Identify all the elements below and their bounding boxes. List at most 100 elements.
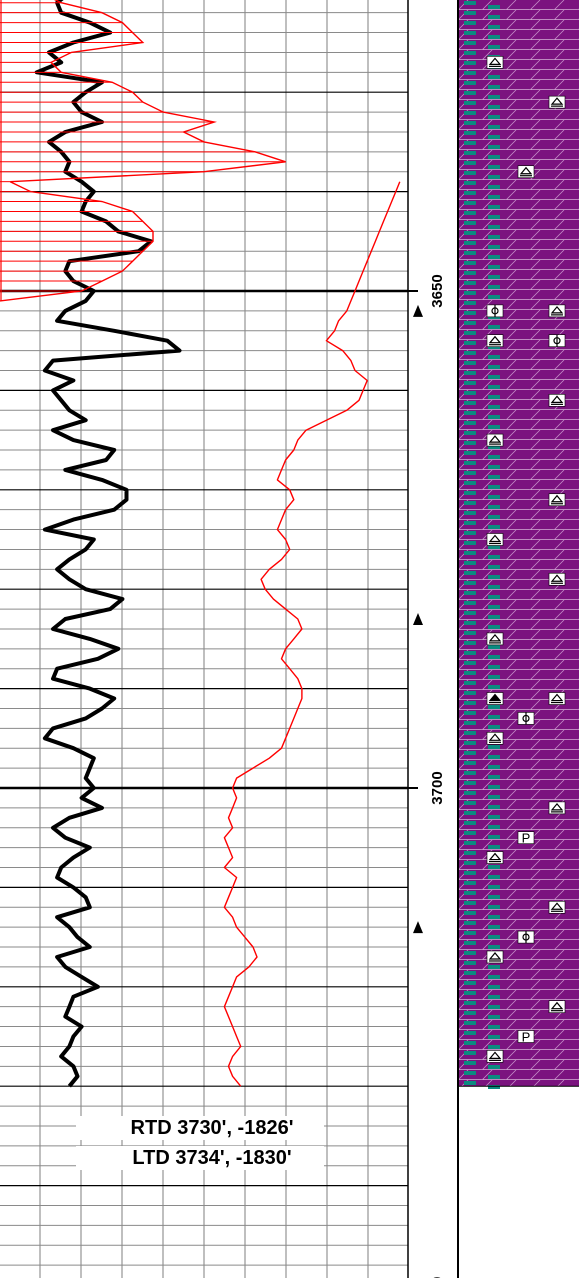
teal-stripe xyxy=(464,1031,476,1035)
teal-stripe xyxy=(464,411,476,415)
teal-stripe xyxy=(464,291,476,295)
teal-stripe xyxy=(464,501,476,505)
teal-stripe xyxy=(488,1005,500,1009)
teal-stripe xyxy=(464,521,476,525)
teal-stripe xyxy=(488,875,500,879)
teal-stripe xyxy=(464,51,476,55)
teal-stripe xyxy=(488,455,500,459)
teal-stripe xyxy=(464,801,476,805)
lithology-symbol-triangle xyxy=(486,1050,504,1063)
series-layer xyxy=(0,0,401,1088)
lithology-symbol-oil xyxy=(548,334,566,348)
teal-stripe xyxy=(464,1051,476,1055)
teal-stripe xyxy=(488,625,500,629)
lithology-symbol-triangle xyxy=(517,165,535,179)
teal-stripe xyxy=(464,731,476,735)
teal-stripe xyxy=(464,571,476,575)
teal-stripe xyxy=(464,371,476,375)
lithology-symbol-triangle xyxy=(486,334,504,348)
teal-stripe xyxy=(488,285,500,289)
td-label-bg xyxy=(76,1116,324,1140)
teal-stripe xyxy=(464,711,476,715)
teal-stripe xyxy=(464,261,476,265)
teal-stripe xyxy=(488,195,500,199)
teal-stripe xyxy=(488,605,500,609)
teal-stripe xyxy=(488,465,500,469)
teal-stripe xyxy=(488,795,500,799)
teal-stripe xyxy=(488,355,500,359)
teal-stripe xyxy=(488,445,500,449)
teal-stripe xyxy=(488,905,500,909)
teal-stripe xyxy=(488,255,500,259)
teal-stripe xyxy=(464,201,476,205)
series-line-0 xyxy=(34,0,182,1088)
teal-stripe xyxy=(488,705,500,709)
teal-stripe xyxy=(488,975,500,979)
teal-stripe xyxy=(464,771,476,775)
teal-stripe xyxy=(488,805,500,809)
teal-stripe xyxy=(464,1001,476,1005)
teal-stripe xyxy=(464,791,476,795)
teal-stripe xyxy=(464,721,476,725)
teal-stripe xyxy=(488,1065,500,1069)
teal-stripe xyxy=(464,181,476,185)
teal-stripe xyxy=(488,385,500,389)
teal-stripe xyxy=(488,555,500,559)
lithology-symbol-triangle-filled xyxy=(486,692,504,705)
teal-stripe xyxy=(464,481,476,485)
teal-stripe xyxy=(464,1071,476,1075)
teal-stripe xyxy=(488,475,500,479)
teal-stripe xyxy=(488,685,500,689)
teal-stripe xyxy=(464,511,476,515)
teal-stripe xyxy=(464,251,476,255)
lithology-symbol-triangle xyxy=(486,851,504,864)
teal-stripe xyxy=(488,45,500,49)
teal-stripe xyxy=(464,951,476,955)
teal-stripe xyxy=(488,935,500,939)
lithology-symbol-triangle xyxy=(548,900,566,914)
lithology-symbol-triangle xyxy=(548,394,566,407)
teal-stripe xyxy=(464,161,476,165)
teal-stripe xyxy=(488,35,500,39)
teal-stripe xyxy=(488,1045,500,1049)
teal-stripe xyxy=(488,145,500,149)
teal-stripe xyxy=(464,271,476,275)
teal-stripe xyxy=(464,931,476,935)
teal-stripe xyxy=(488,245,500,249)
teal-stripe xyxy=(464,111,476,115)
teal-stripe xyxy=(464,211,476,215)
teal-stripe xyxy=(488,375,500,379)
teal-stripe xyxy=(488,505,500,509)
teal-stripe xyxy=(488,165,500,169)
series-line-2 xyxy=(0,0,286,302)
teal-stripe xyxy=(488,785,500,789)
lithology-symbol-P: P xyxy=(517,1030,535,1045)
teal-stripe xyxy=(488,825,500,829)
teal-stripe xyxy=(464,491,476,495)
teal-stripe xyxy=(488,565,500,569)
rtd-label: RTD 3730', -1826' xyxy=(130,1117,294,1139)
teal-stripe xyxy=(488,545,500,549)
teal-stripe xyxy=(488,925,500,929)
teal-stripe xyxy=(488,675,500,679)
teal-stripe xyxy=(464,471,476,475)
teal-stripe xyxy=(488,965,500,969)
teal-stripe xyxy=(488,75,500,79)
teal-stripe xyxy=(464,151,476,155)
teal-stripe xyxy=(464,671,476,675)
teal-stripe xyxy=(464,541,476,545)
teal-stripe xyxy=(488,945,500,949)
teal-stripe xyxy=(464,751,476,755)
teal-stripe xyxy=(464,891,476,895)
teal-stripe xyxy=(488,105,500,109)
lithology-symbol-oil xyxy=(486,304,504,318)
teal-stripe xyxy=(464,421,476,425)
teal-stripe xyxy=(464,601,476,605)
lithology-symbol-triangle xyxy=(548,95,566,109)
teal-stripe xyxy=(488,645,500,649)
teal-stripe xyxy=(464,851,476,855)
td-label-bg xyxy=(76,1146,324,1170)
teal-stripe xyxy=(488,1075,500,1079)
teal-stripe xyxy=(488,15,500,19)
